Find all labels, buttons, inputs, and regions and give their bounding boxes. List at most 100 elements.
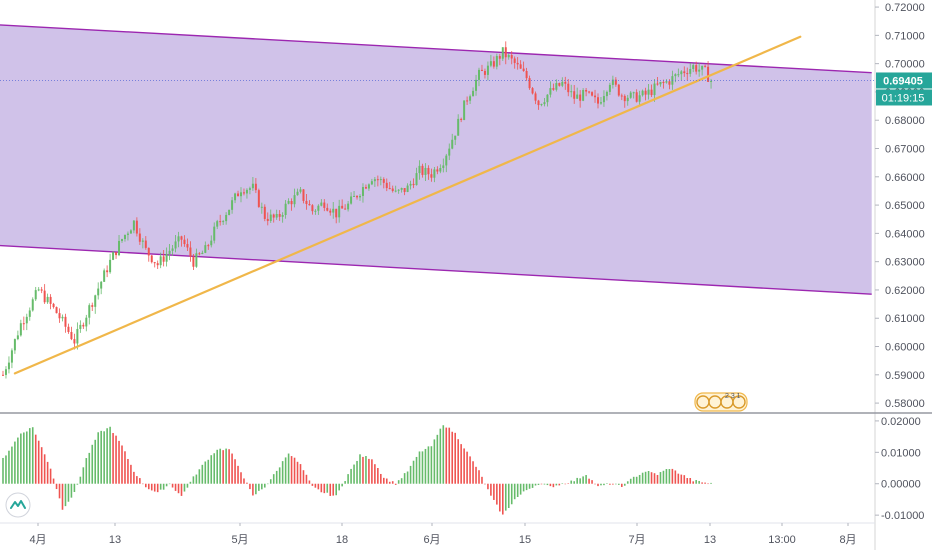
indicator-tick-label: 0.01000 — [881, 447, 921, 459]
histogram-bar — [14, 441, 16, 484]
candle-body — [614, 79, 617, 85]
histogram-bar — [400, 478, 403, 484]
candle-body — [49, 296, 52, 304]
histogram-bar — [365, 456, 367, 484]
candle-body — [564, 81, 567, 84]
y-tick-label: 0.59000 — [885, 370, 925, 382]
histogram-bar — [394, 483, 397, 485]
trend-line[interactable] — [13, 35, 802, 375]
histogram-bar — [638, 474, 641, 484]
candle-body — [543, 102, 546, 105]
y-tick-label: 0.61000 — [885, 313, 925, 325]
candle-body — [225, 214, 228, 222]
candle-body — [147, 247, 150, 256]
candle-body — [448, 148, 451, 156]
channel-upper-line[interactable] — [0, 24, 872, 74]
histogram-bar — [591, 480, 593, 484]
histogram-bar — [171, 483, 174, 488]
candle-body — [466, 100, 469, 102]
histogram-bar — [463, 448, 465, 484]
candle-body — [55, 307, 58, 314]
candle-body — [302, 189, 305, 201]
candle-body — [442, 165, 445, 168]
candle-body — [290, 201, 293, 205]
histogram-bar — [380, 473, 382, 484]
histogram-bar — [28, 428, 31, 484]
histogram-bar — [31, 427, 34, 484]
candle-body — [549, 88, 552, 95]
histogram-bar — [629, 478, 632, 484]
histogram-bar — [127, 458, 129, 484]
histogram-bar — [493, 483, 495, 500]
x-tick-label: 8月 — [839, 534, 856, 546]
candle-body — [88, 305, 91, 318]
histogram-bar — [585, 475, 587, 484]
histogram-bar — [707, 483, 709, 485]
candle-body — [674, 74, 677, 77]
channel-lower-line[interactable] — [0, 244, 872, 295]
candle-body — [367, 184, 370, 189]
y-tick-label: 0.62000 — [885, 285, 925, 297]
price-pane[interactable] — [0, 24, 875, 379]
candle-body — [710, 80, 713, 82]
histogram-bar — [106, 428, 108, 484]
candle-body — [25, 316, 28, 324]
tradingview-logo-icon[interactable] — [5, 492, 31, 518]
candle-body — [638, 95, 641, 102]
candle-body — [266, 218, 269, 221]
histogram-bar — [11, 446, 13, 484]
histogram-bar — [552, 483, 555, 488]
countdown-label: 01:19:15 — [882, 92, 925, 104]
histogram-bar — [213, 453, 216, 484]
candle-body — [597, 97, 599, 104]
histogram-bar — [82, 467, 85, 484]
x-tick-label: 13:00 — [768, 534, 796, 546]
candle-body — [177, 236, 180, 242]
histogram-bar — [338, 483, 340, 491]
candle-body — [540, 104, 543, 106]
histogram-bar — [2, 457, 4, 484]
candle-body — [153, 262, 156, 264]
candle-body — [635, 92, 638, 102]
histogram-bar — [311, 483, 314, 486]
y-tick-label: 0.67000 — [885, 144, 925, 156]
candle-body — [189, 247, 192, 257]
x-tick-label: 13 — [109, 534, 121, 546]
candle-body — [287, 201, 290, 204]
histogram-bar — [475, 466, 477, 484]
y-tick-label: 0.64000 — [885, 228, 925, 240]
candles — [2, 41, 713, 379]
candle-body — [704, 65, 707, 67]
histogram-bar — [385, 478, 388, 484]
histogram-bar — [451, 431, 454, 484]
candle-body — [254, 183, 257, 191]
histogram-bar — [136, 476, 138, 484]
indicator-pane[interactable] — [2, 425, 712, 515]
candle-body — [475, 79, 478, 91]
histogram-bar — [266, 483, 269, 485]
candle-body — [180, 236, 183, 240]
candle-body — [19, 323, 22, 336]
histogram-bar — [403, 473, 406, 484]
candle-body — [653, 83, 656, 96]
histogram-bar — [332, 483, 335, 496]
candle-body — [231, 200, 234, 210]
candle-body — [602, 96, 605, 103]
histogram-bar — [115, 435, 117, 484]
x-tick-label: 6月 — [423, 534, 440, 546]
candle-body — [195, 253, 198, 267]
candle-body — [275, 214, 278, 218]
current-price-tag[interactable] — [876, 72, 932, 89]
histogram-bar — [632, 476, 635, 484]
histogram-bar — [603, 483, 605, 486]
histogram-bar — [207, 459, 210, 484]
histogram-bar — [269, 479, 272, 484]
histogram-bar — [168, 483, 171, 485]
histogram-bar — [314, 483, 317, 488]
event-badge-icon[interactable]: 2 3 1 — [694, 392, 748, 412]
candle-body — [70, 331, 73, 340]
candle-body — [284, 203, 287, 215]
histogram-bar — [546, 483, 549, 486]
candle-body — [263, 206, 266, 219]
